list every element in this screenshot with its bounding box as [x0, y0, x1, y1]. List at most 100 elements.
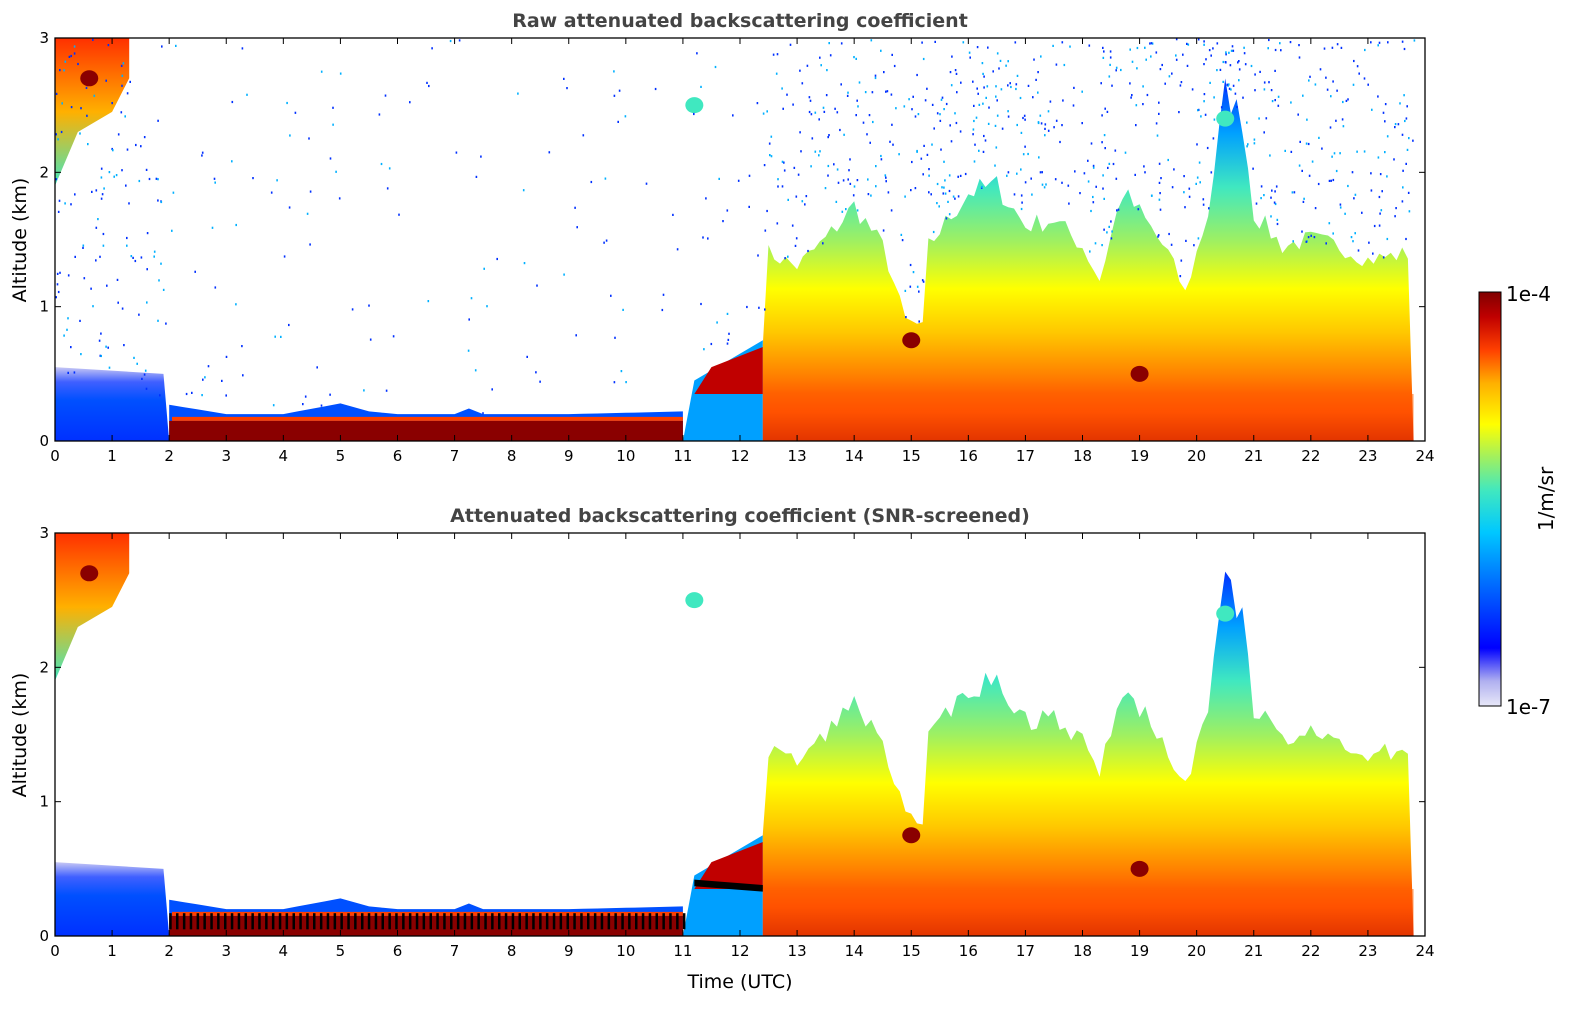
stable-layer-top — [172, 911, 683, 916]
convective-boundary-layer — [762, 571, 1414, 936]
x-tick-label: 17 — [1016, 942, 1035, 960]
noise-speckle — [1013, 193, 1016, 196]
noise-speckle — [1151, 194, 1153, 197]
top-y-axis-label: Altitude (km) — [9, 178, 31, 303]
noise-speckle — [1228, 87, 1231, 90]
noise-speckle — [836, 111, 839, 114]
noise-speckle — [363, 389, 365, 392]
noise-speckle — [777, 185, 779, 188]
noise-speckle — [617, 120, 619, 123]
noise-speckle — [824, 187, 827, 190]
x-tick-label: 9 — [564, 447, 574, 465]
noise-speckle — [748, 174, 751, 177]
noise-speckle — [783, 161, 785, 164]
noise-speckle — [809, 99, 812, 102]
x-tick-label: 17 — [1016, 447, 1035, 465]
x-tick-label: 16 — [959, 447, 978, 465]
noise-speckle — [1158, 198, 1161, 201]
noise-speckle — [982, 102, 984, 105]
noise-speckle — [614, 336, 616, 339]
noise-speckle — [776, 222, 779, 225]
noise-speckle — [288, 323, 290, 327]
noise-speckle — [1259, 70, 1261, 73]
noise-speckle — [998, 67, 1000, 70]
masked-pixel — [525, 913, 528, 930]
masked-pixel — [169, 913, 172, 930]
noise-speckle — [1055, 119, 1058, 122]
noise-speckle — [1039, 114, 1042, 117]
noise-speckle — [1321, 147, 1323, 150]
noise-speckle — [853, 185, 856, 188]
noise-speckle — [1089, 250, 1091, 253]
noise-speckle — [783, 169, 786, 172]
noise-speckle — [1061, 124, 1063, 127]
y-tick-label: 2 — [39, 163, 49, 181]
noise-speckle — [1228, 83, 1230, 86]
stable-layer-core — [169, 420, 683, 441]
noise-speckle — [1311, 160, 1314, 163]
noise-speckle — [893, 64, 896, 68]
noise-speckle — [1197, 109, 1199, 112]
noise-speckle — [1298, 44, 1300, 47]
noise-speckle — [155, 177, 158, 180]
noise-speckle — [1413, 39, 1416, 42]
noise-speckle — [575, 334, 577, 337]
noise-speckle — [455, 151, 458, 154]
noise-speckle — [120, 64, 123, 67]
noise-speckle — [1212, 47, 1214, 50]
noise-speckle — [775, 72, 778, 75]
noise-speckle — [157, 199, 159, 202]
noise-speckle — [1399, 102, 1401, 105]
noise-speckle — [63, 334, 65, 337]
noise-speckle — [1117, 208, 1120, 211]
noise-speckle — [794, 244, 797, 247]
noise-speckle — [781, 160, 784, 163]
noise-speckle — [941, 186, 943, 189]
noise-speckle — [101, 193, 104, 196]
masked-pixel — [182, 913, 186, 930]
noise-speckle — [1377, 44, 1379, 47]
noise-speckle — [1062, 99, 1064, 102]
noise-speckle — [1106, 231, 1108, 234]
noise-speckle — [1053, 126, 1055, 129]
noise-speckle — [1037, 91, 1039, 94]
noise-speckle — [1116, 209, 1118, 212]
noise-speckle — [574, 206, 576, 209]
noise-speckle — [1037, 71, 1039, 74]
noise-speckle — [1395, 207, 1397, 210]
noise-speckle — [1175, 54, 1177, 57]
noise-speckle — [1195, 182, 1197, 185]
noise-speckle — [124, 115, 126, 118]
noise-speckle — [1200, 115, 1202, 118]
noise-speckle — [1323, 47, 1326, 50]
masked-pixel — [614, 913, 617, 930]
noise-speckle — [770, 155, 773, 158]
noise-speckle — [1358, 72, 1360, 75]
noise-speckle — [1318, 136, 1320, 139]
noise-speckle — [926, 153, 929, 156]
noise-speckle — [827, 174, 829, 177]
noise-speckle — [1210, 171, 1213, 174]
noise-speckle — [126, 92, 129, 95]
y-tick-label: 0 — [39, 927, 49, 945]
masked-pixel — [552, 913, 556, 930]
noise-speckle — [191, 391, 193, 394]
masked-pixel — [381, 913, 384, 930]
noise-speckle — [1228, 51, 1230, 54]
noise-speckle — [1290, 101, 1292, 104]
noise-speckle — [1222, 60, 1225, 64]
noise-speckle — [867, 178, 869, 181]
bottom-panel-title: Attenuated backscattering coefficient (S… — [450, 505, 1030, 527]
noise-speckle — [856, 209, 859, 212]
noise-speckle — [1289, 41, 1292, 44]
noise-speckle — [1129, 48, 1131, 51]
noise-speckle — [1387, 41, 1389, 44]
noise-speckle — [474, 369, 477, 372]
noise-speckle — [1168, 232, 1170, 236]
noise-speckle — [984, 139, 987, 142]
noise-speckle — [978, 149, 980, 152]
noise-speckle — [146, 232, 149, 235]
nocturnal-layer — [55, 862, 170, 936]
noise-speckle — [1161, 63, 1163, 67]
x-tick-label: 22 — [1301, 447, 1320, 465]
